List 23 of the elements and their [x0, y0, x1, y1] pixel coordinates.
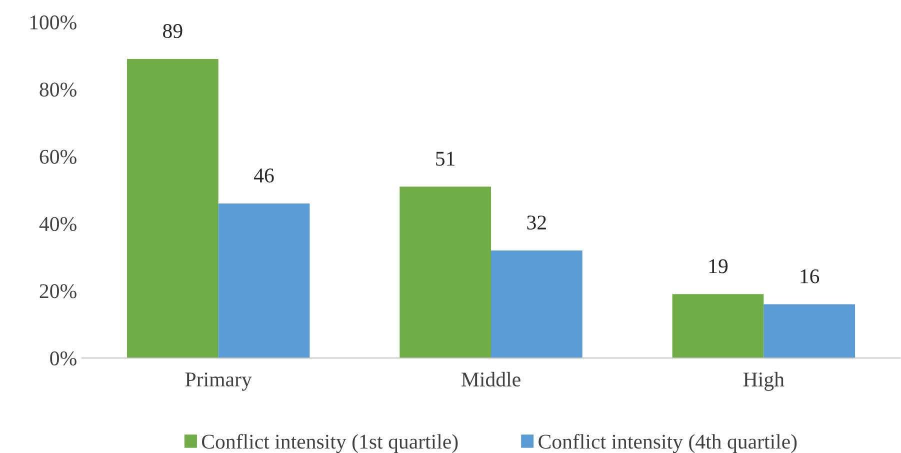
- bar: [491, 250, 582, 358]
- data-label: 32: [527, 216, 546, 230]
- x-tick-label: Middle: [462, 372, 520, 387]
- bar: [400, 186, 491, 358]
- bar: [672, 294, 764, 358]
- legend-label: Conflict intensity (1st quartile): [202, 434, 458, 453]
- y-tick-label: 60%: [40, 150, 76, 164]
- y-tick-label: 80%: [40, 82, 76, 97]
- data-label: 51: [436, 152, 454, 166]
- data-label: 89: [163, 24, 182, 38]
- data-label: 16: [800, 269, 820, 284]
- bar: [764, 304, 856, 358]
- bar: [218, 203, 310, 358]
- legend-label: Conflict intensity (4th quartile): [538, 434, 797, 453]
- x-tick-label: Primary: [185, 372, 252, 391]
- data-label: 46: [254, 168, 274, 183]
- data-label: 19: [709, 259, 728, 274]
- y-tick-label: 0%: [50, 351, 76, 366]
- y-tick-label: 100%: [30, 15, 76, 30]
- x-tick-label: High: [743, 372, 784, 391]
- y-tick-label: 40%: [39, 216, 76, 232]
- y-tick-label: 20%: [40, 284, 76, 298]
- bar: [126, 58, 218, 358]
